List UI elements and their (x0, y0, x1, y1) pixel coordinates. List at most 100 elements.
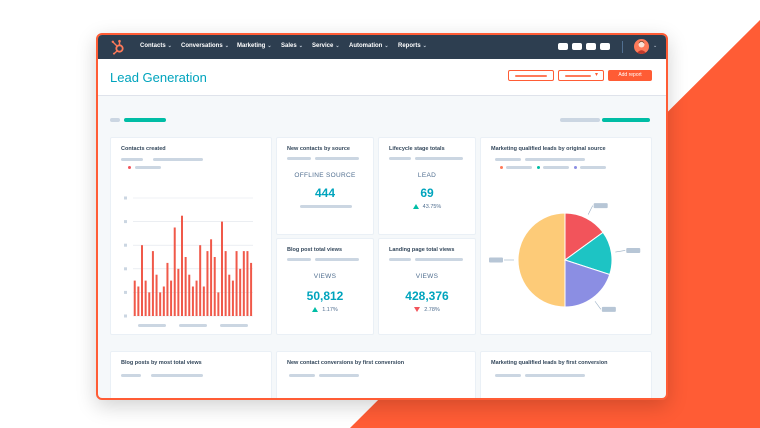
chart-bar[interactable] (228, 274, 231, 316)
axis-label-placeholder (220, 324, 248, 327)
chart-bar[interactable] (239, 268, 242, 316)
text-placeholder (315, 157, 359, 160)
card-contacts-created[interactable]: Contacts created (110, 137, 272, 335)
delta-value: 1.17% (322, 307, 338, 313)
nav-item-reports[interactable]: Reports ⌄ (398, 43, 427, 49)
chart-bar[interactable] (246, 251, 249, 316)
card-lifecycle-stage-totals[interactable]: Lifecycle stage totals LEAD 69 43.75% (378, 137, 476, 235)
pie-slice[interactable] (517, 212, 566, 308)
chevron-down-icon: ⌄ (422, 43, 427, 49)
legend-dot (574, 166, 577, 169)
chart-bar[interactable] (231, 280, 234, 316)
chart-bar[interactable] (162, 286, 165, 317)
chart-bar[interactable] (199, 245, 202, 316)
chart-bar[interactable] (173, 227, 176, 317)
card-mql-first-conversion[interactable]: Marketing qualified leads by first conve… (480, 351, 652, 398)
chart-bar[interactable] (177, 268, 180, 316)
card-mql-by-original-source[interactable]: Marketing qualified leads by original so… (480, 137, 652, 335)
avatar[interactable] (634, 39, 649, 54)
nav-item-label: Contacts (140, 43, 166, 49)
chevron-down-icon[interactable]: ⌄ (653, 43, 658, 49)
chart-bar[interactable] (242, 251, 245, 316)
chart-bar[interactable] (224, 251, 227, 316)
chart-bar[interactable] (141, 245, 143, 316)
dashboard-dropdown-button[interactable]: ▾ (558, 70, 604, 81)
chart-bar[interactable] (235, 251, 238, 316)
filter-placeholder[interactable] (110, 118, 120, 122)
chart-bar[interactable] (184, 257, 187, 316)
legend-dot (500, 166, 503, 169)
card-new-contact-conversions[interactable]: New contact conversions by first convers… (276, 351, 476, 398)
nav-item-label: Service (312, 43, 334, 49)
nav-item-conversations[interactable]: Conversations ⌄ (181, 43, 229, 49)
card-title: Landing page total views (389, 247, 455, 253)
nav-utility-button[interactable] (600, 43, 610, 50)
nav-utility-button[interactable] (572, 43, 582, 50)
chart-bar[interactable] (144, 280, 147, 316)
chart-bar[interactable] (191, 286, 194, 317)
chart-bar[interactable] (159, 292, 162, 316)
app-window: Contacts ⌄ Conversations ⌄ Marketing ⌄ Sale… (96, 33, 668, 400)
date-range-filter[interactable] (124, 118, 166, 122)
card-blog-posts-most-views[interactable]: Blog posts by most total views (110, 351, 272, 398)
metric-value: 428,376 (405, 289, 449, 303)
add-report-button[interactable]: Add report (608, 70, 652, 81)
nav-item-label: Automation (349, 43, 383, 49)
chart-bar[interactable] (217, 292, 220, 316)
contacts-created-bar-chart (124, 196, 253, 318)
chart-bar[interactable] (210, 239, 213, 316)
sprocket-icon[interactable] (110, 39, 126, 55)
pie-slice[interactable] (564, 259, 611, 308)
chart-bar[interactable] (188, 274, 191, 316)
nav-utility-button[interactable] (558, 43, 568, 50)
chart-bar[interactable] (195, 280, 198, 316)
chart-bar[interactable] (170, 280, 173, 316)
nav-item-service[interactable]: Service ⌄ (312, 43, 340, 49)
metric-value: 444 (314, 186, 336, 200)
button-label-placeholder (515, 75, 547, 77)
metric-label: VIEWS (415, 273, 439, 280)
chart-bar[interactable] (213, 257, 216, 316)
mql-pie-chart (489, 203, 641, 312)
header-action-button[interactable] (508, 70, 554, 81)
y-tick-marker (124, 290, 127, 294)
chevron-down-icon: ⌄ (167, 43, 172, 49)
nav-item-sales[interactable]: Sales ⌄ (281, 43, 303, 49)
button-label-placeholder (565, 75, 591, 77)
chart-bar[interactable] (151, 251, 154, 316)
chart-bar[interactable] (155, 274, 158, 316)
legend-label-placeholder (580, 166, 606, 169)
card-new-contacts-by-source[interactable]: New contacts by source OFFLINE SOURCE 44… (276, 137, 374, 235)
metric-value: 50,812 (306, 289, 344, 303)
text-placeholder (121, 374, 141, 377)
chart-bar[interactable] (148, 292, 151, 316)
text-placeholder (525, 374, 585, 377)
text-placeholder (495, 374, 521, 377)
legend-label-placeholder (543, 166, 569, 169)
text-placeholder (319, 374, 359, 377)
chevron-down-icon: ⌄ (298, 43, 303, 49)
chart-bar[interactable] (166, 262, 169, 316)
nav-item-marketing[interactable]: Marketing ⌄ (237, 43, 272, 49)
text-placeholder (389, 258, 411, 261)
card-title: Contacts created (121, 146, 166, 152)
pie-callout-line (594, 301, 602, 310)
card-landing-page-total-views[interactable]: Landing page total views VIEWS 428,376 2… (378, 238, 476, 335)
card-blog-post-total-views[interactable]: Blog post total views VIEWS 50,812 1.17% (276, 238, 374, 335)
chart-bar[interactable] (202, 286, 205, 317)
chart-bar[interactable] (221, 221, 223, 316)
nav-item-contacts[interactable]: Contacts ⌄ (140, 43, 172, 49)
nav-item-automation[interactable]: Automation ⌄ (349, 43, 389, 49)
chart-bar[interactable] (206, 251, 209, 316)
chart-bar[interactable] (181, 215, 183, 316)
chart-bar[interactable] (133, 280, 136, 316)
page-title: Lead Generation (110, 70, 207, 85)
metric-label: VIEWS (313, 273, 337, 280)
nav-item-label: Conversations (181, 43, 223, 49)
filter-link[interactable] (602, 118, 650, 122)
pie-callout-line (587, 205, 593, 215)
filter-placeholder[interactable] (560, 118, 600, 122)
chart-bar[interactable] (250, 262, 253, 316)
nav-utility-button[interactable] (586, 43, 596, 50)
chart-bar[interactable] (137, 286, 140, 317)
